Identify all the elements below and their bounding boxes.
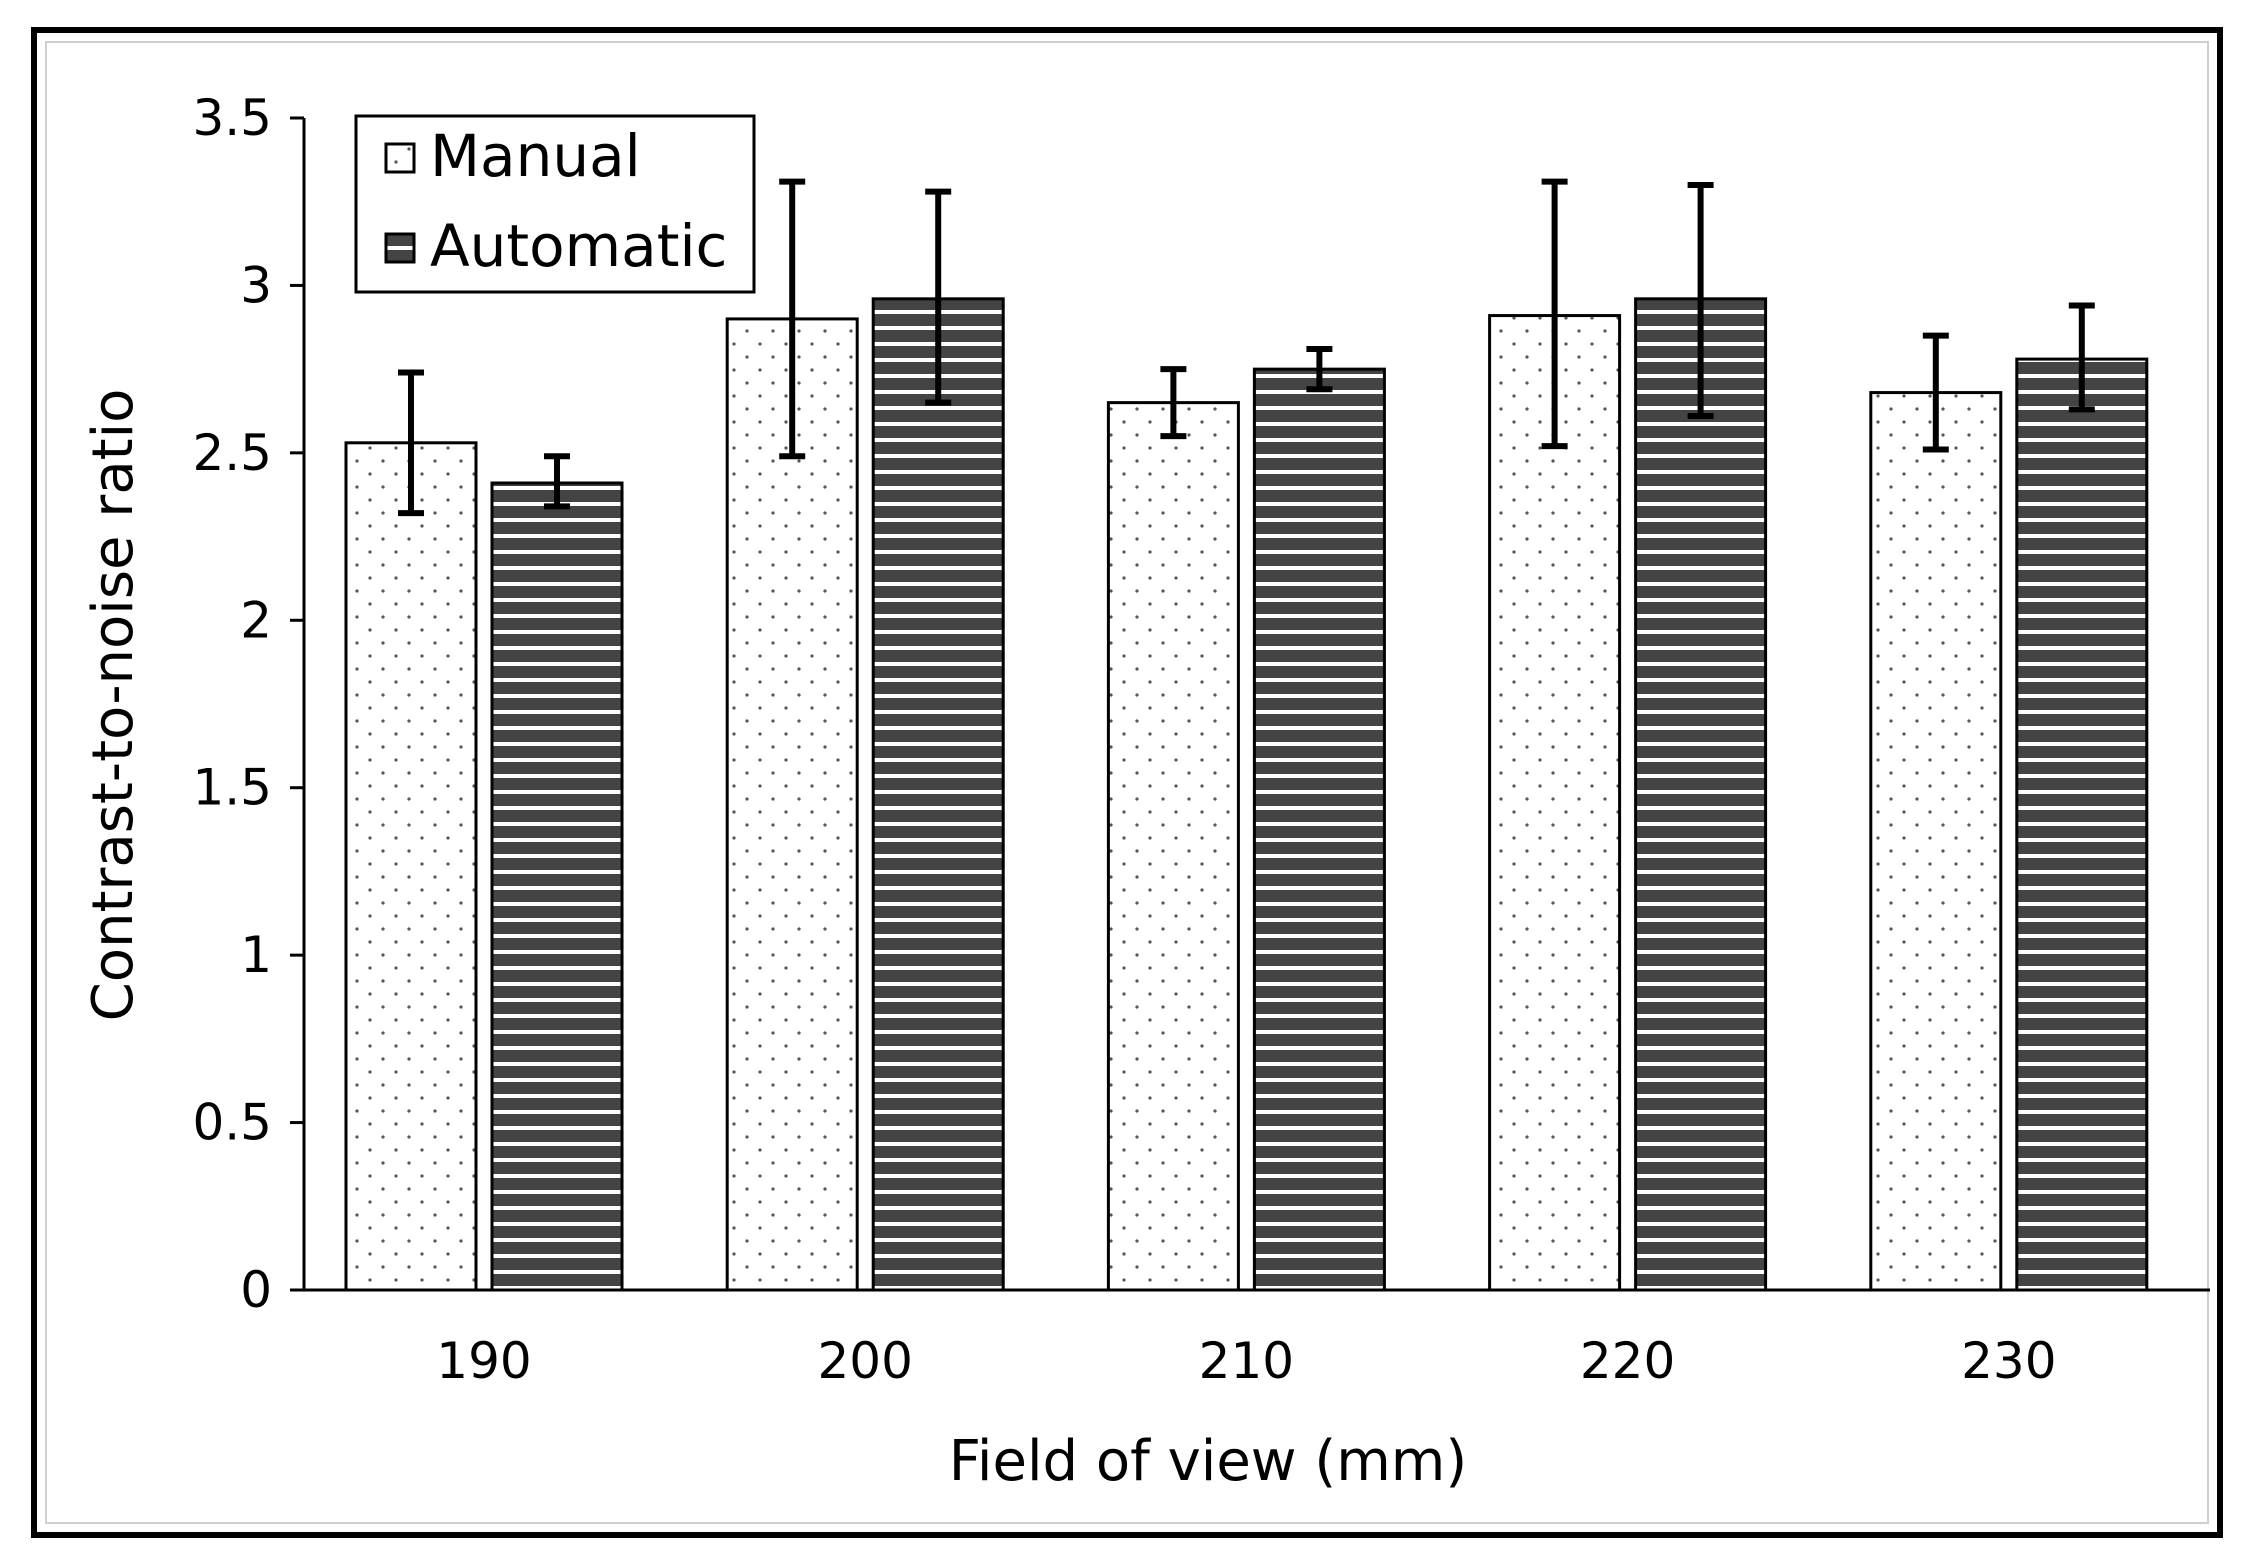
bar-automatic	[1634, 297, 1768, 1292]
x-axis-title: Field of view (mm)	[949, 1429, 1467, 1494]
bars-group	[344, 297, 2149, 1292]
legend-swatch-manual	[384, 142, 416, 174]
outer-frame	[31, 27, 2223, 1538]
y-tick-label: 1	[240, 926, 272, 984]
legend-box	[354, 114, 756, 294]
bar-manual	[1869, 391, 2003, 1292]
inner-frame	[45, 41, 2209, 1524]
legend-label-automatic: Automatic	[430, 212, 727, 280]
x-tick-label: 220	[1580, 1332, 1675, 1390]
bar-manual	[725, 317, 859, 1292]
bar-manual	[344, 441, 478, 1292]
y-axis-title: Contrast-to-noise ratio	[81, 389, 146, 1022]
bar-automatic	[1252, 367, 1386, 1292]
bar-manual	[1488, 314, 1622, 1292]
x-tick-label: 190	[436, 1332, 531, 1390]
x-axis-ticks: 190 200 210 220 230	[436, 1332, 2056, 1390]
y-tick-label: 2.5	[192, 424, 272, 482]
y-tick-label: 3.5	[192, 89, 272, 147]
legend: Manual Automatic	[354, 114, 756, 294]
legend-label-manual: Manual	[430, 122, 641, 190]
y-tick-label: 2	[240, 591, 272, 649]
y-tick-label: 3	[240, 256, 272, 314]
x-tick-label: 210	[1199, 1332, 1294, 1390]
y-tick-label: 0.5	[192, 1094, 272, 1152]
x-tick-label: 230	[1961, 1332, 2056, 1390]
error-bars-group	[398, 178, 2095, 517]
bar-automatic	[490, 481, 624, 1292]
bar-automatic	[2015, 357, 2149, 1292]
legend-swatch-automatic	[384, 232, 416, 264]
x-tick-label: 200	[817, 1332, 912, 1390]
y-tick-label: 1.5	[192, 759, 272, 817]
y-axis-ticks: 0 0.5 1 1.5 2 2.5 3 3.5	[192, 89, 304, 1319]
y-tick-label: 0	[240, 1261, 272, 1319]
bar-automatic	[871, 297, 1005, 1292]
bar-manual	[1106, 401, 1240, 1292]
